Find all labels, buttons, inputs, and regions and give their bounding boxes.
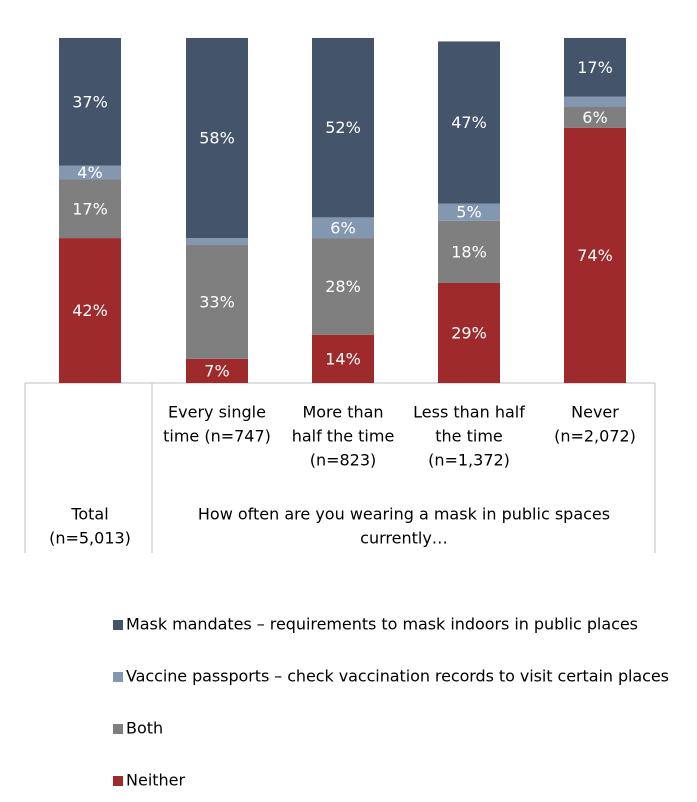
legend-swatch <box>113 672 123 682</box>
legend-swatch <box>113 620 123 630</box>
legend-text: Neither <box>126 771 186 790</box>
category-label: time (n=747) <box>163 427 271 446</box>
bar-segment <box>59 165 121 180</box>
segment-label: 7% <box>204 361 229 380</box>
category-label: Total <box>70 505 108 524</box>
segment-label: 17% <box>72 199 108 218</box>
legend-text: Mask mandates – requirements to mask ind… <box>126 615 638 634</box>
bar-segment <box>564 127 626 383</box>
bar-segment <box>59 179 121 239</box>
bar-segment <box>186 238 248 245</box>
category-label: More than <box>302 403 383 422</box>
category-label: (n=2,072) <box>554 427 636 446</box>
legend-text: Both <box>126 719 163 738</box>
legend-text: Vaccine passports – check vaccination re… <box>126 667 669 686</box>
bar-segment <box>564 96 626 107</box>
segment-label: 37% <box>72 92 108 111</box>
segment-label: 18% <box>451 242 487 261</box>
bar-segment <box>564 107 626 128</box>
bar-segment <box>564 38 626 97</box>
bar-segment <box>438 220 500 283</box>
category-label: (n=5,013) <box>49 529 131 548</box>
bar-segment <box>312 38 374 218</box>
group-label: How often are you wearing a mask in publ… <box>198 505 610 524</box>
segment-label: 58% <box>199 129 235 148</box>
category-label: Every single <box>168 403 266 422</box>
category-label: (n=823) <box>310 451 377 470</box>
bar-segment <box>312 238 374 335</box>
bar-segment <box>186 245 248 359</box>
category-label: Less than half <box>413 403 525 422</box>
bar-segment <box>59 238 121 383</box>
legend-swatch <box>113 724 123 734</box>
segment-label: 28% <box>325 277 361 296</box>
bar-segment <box>312 334 374 383</box>
bar-segment <box>59 38 121 166</box>
segment-label: 47% <box>451 113 487 132</box>
bar-segment <box>438 203 500 221</box>
segment-label: 42% <box>72 301 108 320</box>
bar-segment <box>186 358 248 383</box>
segment-label: 33% <box>199 292 235 311</box>
category-label: half the time <box>292 427 395 446</box>
segment-label: 4% <box>77 163 102 182</box>
segment-label: 52% <box>325 118 361 137</box>
category-label: (n=1,372) <box>428 451 510 470</box>
category-label: Never <box>571 403 619 422</box>
bar-segment <box>438 41 500 204</box>
segment-label: 5% <box>456 203 481 222</box>
segment-label: 14% <box>325 349 361 368</box>
legend-swatch <box>113 776 123 786</box>
bar-segment <box>438 282 500 383</box>
bar-segment <box>312 217 374 239</box>
segment-label: 29% <box>451 323 487 342</box>
segment-label: 17% <box>577 58 613 77</box>
category-label: the time <box>435 427 503 446</box>
group-label: currently… <box>360 529 448 548</box>
segment-label: 6% <box>330 218 355 237</box>
segment-label: 6% <box>582 108 607 127</box>
segment-label: 74% <box>577 246 613 265</box>
bar-segment <box>186 38 248 239</box>
